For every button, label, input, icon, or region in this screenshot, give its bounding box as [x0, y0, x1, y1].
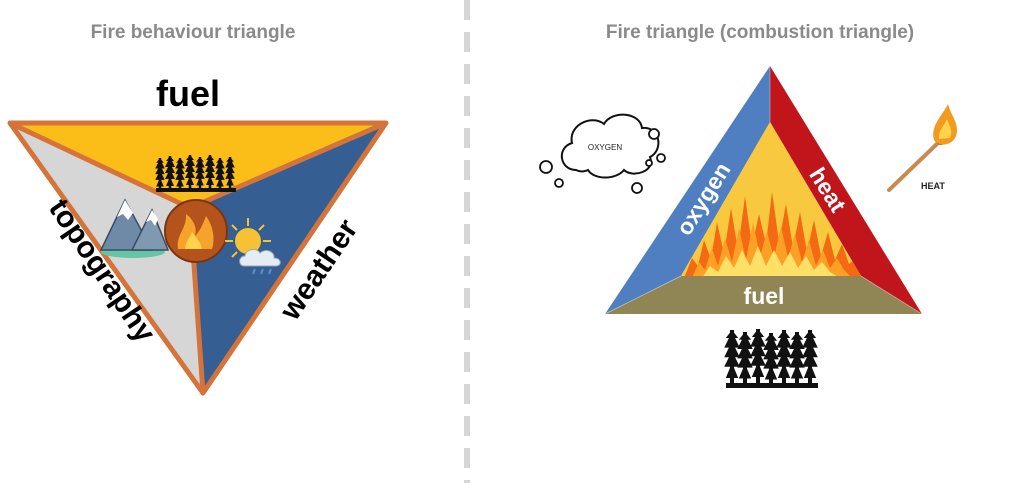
oxygen-cloud-icon: OXYGEN [539, 113, 666, 194]
weather-section [190, 123, 386, 393]
oxygen-cloud-label: OXYGEN [588, 143, 622, 152]
forest-icon [155, 155, 236, 192]
mountain-icon [99, 198, 170, 258]
oxygen-side [605, 66, 770, 314]
fuel-side [605, 276, 922, 314]
fire-triangle-title: Fire triangle (combustion triangle) [605, 22, 915, 43]
heat-side [770, 66, 922, 314]
fire-behaviour-title: Fire behaviour triangle [90, 22, 296, 43]
triangle-border [7, 120, 389, 396]
panel-divider [464, 0, 470, 483]
weather-icon [225, 218, 281, 275]
heat-match-label: HEAT [921, 181, 945, 191]
match-icon: HEAT [887, 104, 958, 192]
fuel-base-label: fuel [744, 283, 785, 309]
flame-icon [684, 192, 861, 276]
forest-icon [724, 329, 818, 388]
fire-behaviour-triangle: fuel topography weather [7, 73, 389, 396]
fire-icon [164, 199, 228, 263]
fuel-label: fuel [156, 73, 220, 114]
fire-triangle: oxygen heat fuel [604, 66, 923, 315]
